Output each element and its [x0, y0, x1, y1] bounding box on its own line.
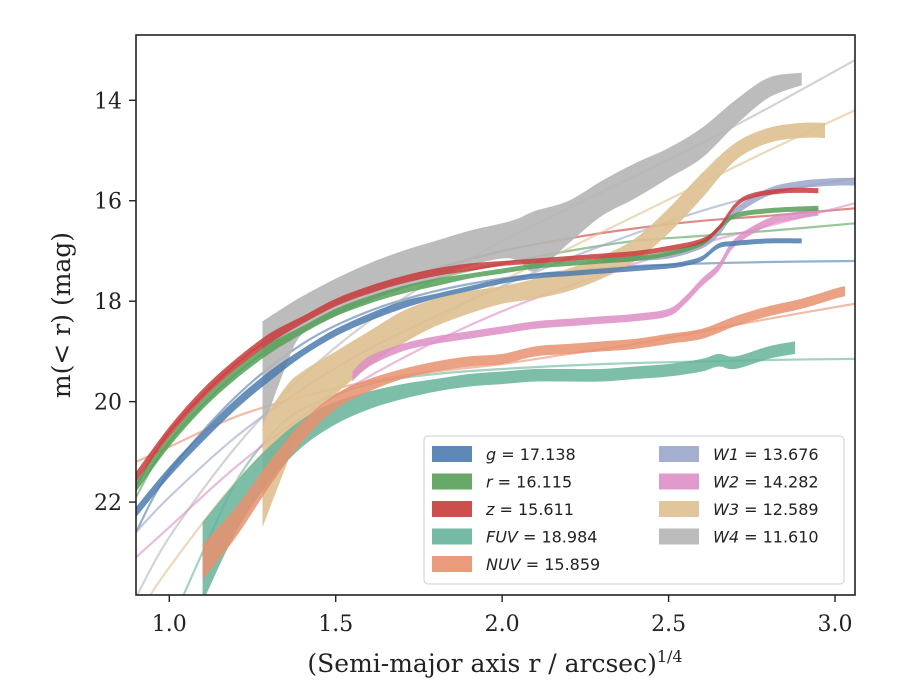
legend-frame — [423, 435, 845, 585]
legend-label-z: z = 15.611 — [485, 500, 574, 519]
y-tick-label: 20 — [94, 391, 122, 416]
legend-label-g: g = 17.138 — [486, 445, 576, 464]
x-axis-title-sup: 1/4 — [657, 647, 683, 666]
legend-swatch-nuv — [432, 556, 472, 572]
legend-label-nuv: NUV = 15.859 — [486, 555, 600, 574]
legend-swatch-w1 — [659, 446, 699, 462]
legend-swatch-r — [432, 473, 472, 490]
y-tick-label: 14 — [94, 89, 122, 114]
x-tick-label: 3.0 — [818, 612, 853, 637]
x-tick-label: 1.0 — [152, 612, 187, 637]
legend-swatch-g — [432, 446, 472, 462]
legend-label-w4: W4 = 11.610 — [713, 528, 819, 547]
band-w2 — [352, 208, 819, 382]
legend-label-fuv: FUV = 18.984 — [486, 528, 597, 547]
legend-swatch-w2 — [659, 473, 699, 490]
band-z — [136, 187, 819, 483]
x-tick-label: 2.5 — [651, 612, 686, 637]
legend-label-w1: W1 = 13.676 — [713, 445, 819, 464]
legend-label-w2: W2 = 14.282 — [713, 473, 819, 492]
y-axis: 14 16 18 20 22 — [94, 89, 136, 516]
x-axis-title-main: (Semi-major axis r / arcsec) — [307, 649, 656, 678]
series-bands — [136, 72, 855, 595]
x-axis-title: (Semi-major axis r / arcsec)1/4 — [307, 647, 682, 678]
band-fuv — [202, 341, 796, 595]
y-tick-label: 22 — [94, 491, 122, 516]
legend-swatch-w4 — [659, 528, 699, 545]
model-line-g — [136, 259, 855, 533]
legend-label-r: r = 16.115 — [486, 473, 572, 492]
plot-frame — [135, 34, 856, 596]
x-tick-label: 1.5 — [318, 612, 353, 637]
legend-label-w3: W3 = 12.589 — [713, 500, 819, 519]
band-r — [136, 205, 819, 493]
band-w4 — [262, 72, 802, 430]
y-axis-title: m(< r) (mag) — [47, 232, 76, 398]
y-tick-label: 18 — [94, 290, 122, 315]
x-tick-label: 2.0 — [485, 612, 520, 637]
y-tick-label: 16 — [94, 190, 122, 215]
legend: g = 17.138 r = 16.115 z = 15.611 FUV = 18.9… — [423, 435, 845, 585]
legend-swatch-w3 — [659, 501, 699, 517]
x-axis: 1.0 1.5 2.0 2.5 3.0 — [152, 595, 853, 637]
legend-swatch-fuv — [432, 528, 472, 545]
band-g — [136, 238, 802, 518]
legend-swatch-z — [432, 501, 472, 517]
